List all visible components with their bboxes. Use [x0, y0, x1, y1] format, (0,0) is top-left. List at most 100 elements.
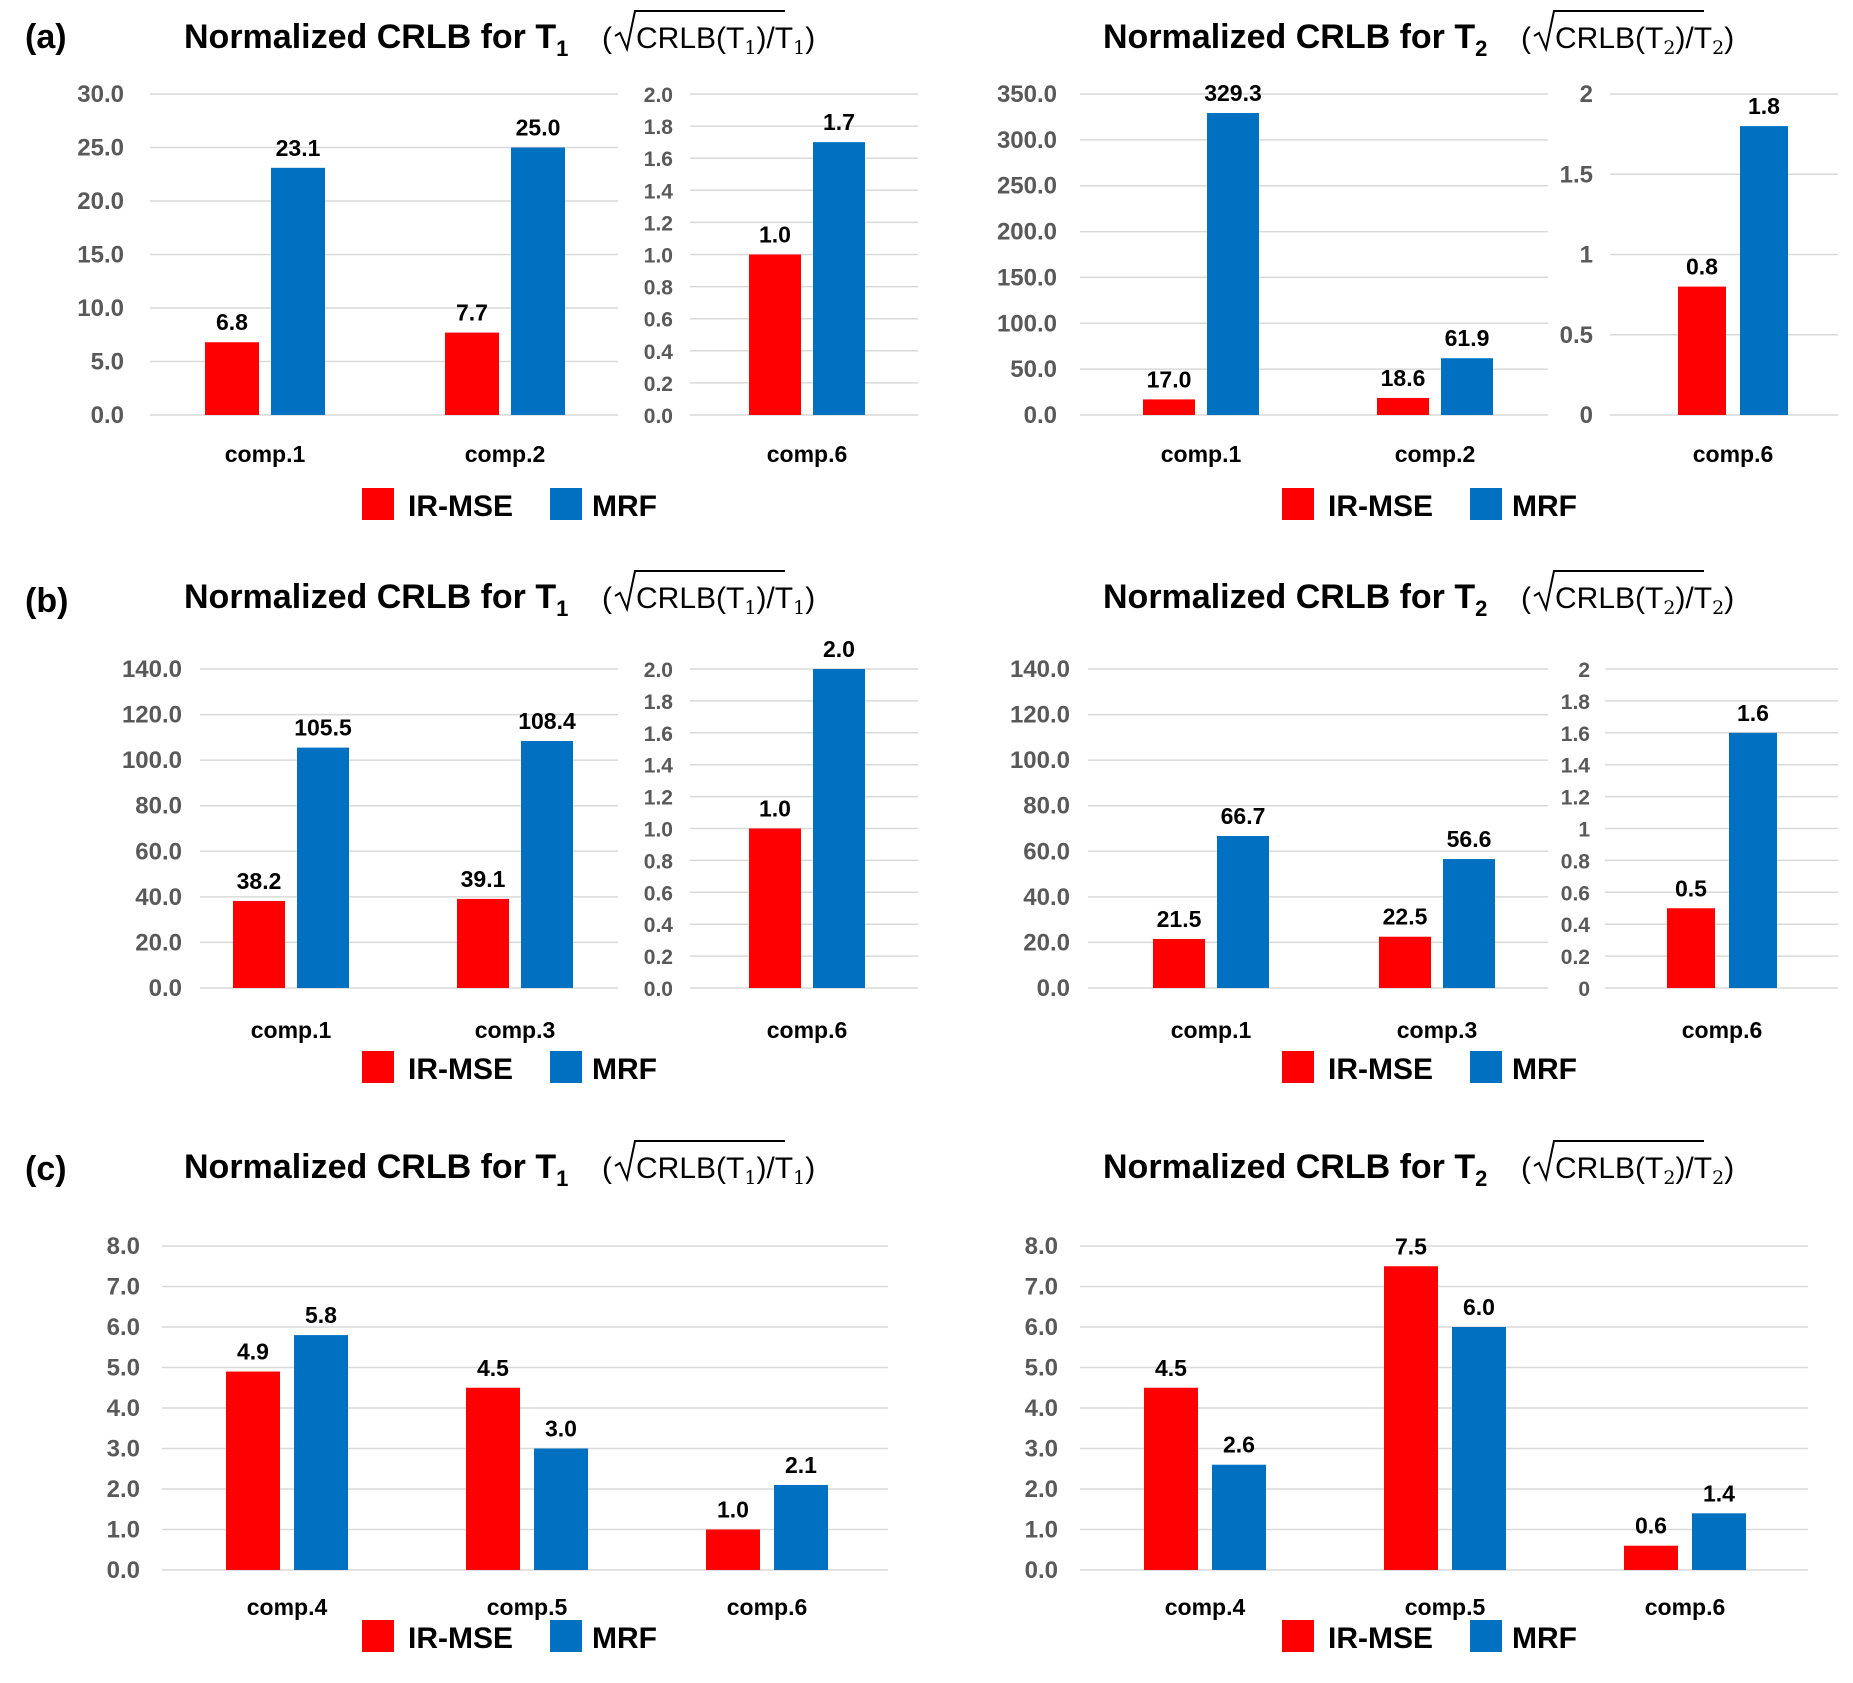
- data-label: 17.0: [1147, 366, 1192, 392]
- bar-mrf: [1729, 732, 1777, 988]
- formula-text: CRLB(T1)/T1): [636, 582, 815, 619]
- bar-ir-mse: [445, 332, 499, 415]
- legend-label-ir-mse: IR-MSE: [408, 490, 513, 523]
- panel-label: (c): [25, 1150, 67, 1188]
- formula-paren-open: (: [602, 22, 612, 55]
- y-tick-label: 7.0: [1025, 1274, 1058, 1301]
- legend: IR-MSE MRF: [362, 488, 657, 523]
- bar-ir-mse: [205, 342, 259, 415]
- radical-sign: [614, 10, 785, 53]
- bar-chart: 0.0 0.2 0.4 0.6 0.8 1.0 1.2 1.4 1.6 1.8 2.0 1.0 1.7 c…: [644, 84, 918, 467]
- panel-label: (b): [25, 582, 68, 620]
- y-tick-label: 0: [1580, 402, 1593, 429]
- data-label: 39.1: [461, 866, 506, 892]
- y-tick-label: 0.0: [1024, 402, 1057, 429]
- y-tick-label: 40.0: [1023, 884, 1070, 911]
- y-tick-label: 1.0: [644, 819, 673, 842]
- formula-text: CRLB(T2)/T2): [1555, 22, 1734, 59]
- y-tick-label: 80.0: [135, 793, 182, 820]
- category-label: comp.6: [767, 1017, 848, 1043]
- chart-title: Normalized CRLB for T2: [1103, 18, 1487, 61]
- formula-paren-open: (: [1521, 1152, 1531, 1185]
- y-tick-label: 8.0: [1025, 1233, 1058, 1260]
- y-tick-label: 5.0: [1025, 1355, 1058, 1382]
- y-tick-label: 0.4: [1561, 914, 1591, 937]
- y-tick-label: 20.0: [77, 188, 124, 215]
- legend-label-mrf: MRF: [592, 490, 657, 523]
- category-label: comp.1: [1171, 1017, 1252, 1043]
- radical-sign: [1533, 10, 1704, 53]
- y-tick-label: 6.0: [107, 1314, 140, 1341]
- title-subscript: 2: [1475, 1166, 1487, 1191]
- y-tick-label: 100.0: [122, 747, 182, 774]
- data-label: 2.1: [785, 1452, 817, 1478]
- data-label: 1.8: [1748, 93, 1780, 119]
- y-tick-label: 120.0: [1010, 702, 1070, 729]
- bar-chart: 0 0.2 0.4 0.6 0.8 1 1.2 1.4 1.6 1.8 2 0.5 1.6 comp.6: [1561, 659, 1838, 1043]
- bar-ir-mse: [1667, 908, 1715, 988]
- bar-ir-mse: [1377, 397, 1429, 415]
- formula-paren-open: (: [602, 1152, 612, 1185]
- panel-label: (a): [25, 18, 67, 56]
- y-tick-label: 300.0: [997, 127, 1057, 154]
- title-text: Normalized CRLB for T: [184, 18, 556, 56]
- y-tick-label: 0.0: [107, 1557, 140, 1584]
- category-label: comp.4: [1165, 1594, 1246, 1620]
- bar-chart: 0.0 50.0 100.0 150.0 200.0 250.0 300.0 350.0 17.…: [997, 80, 1548, 467]
- y-tick-label: 50.0: [1010, 356, 1057, 383]
- y-tick-label: 3.0: [1025, 1436, 1058, 1463]
- bar-chart: 0.0 0.2 0.4 0.6 0.8 1.0 1.2 1.4 1.6 1.8 2.0 1.0 2.0 c…: [644, 636, 918, 1043]
- formula-paren-open: (: [602, 582, 612, 615]
- title-text: Normalized CRLB for T: [1103, 18, 1475, 56]
- y-tick-label: 0.0: [149, 975, 182, 1002]
- y-tick-label: 20.0: [1023, 929, 1070, 956]
- y-tick-label: 4.0: [1025, 1395, 1058, 1422]
- y-tick-label: 60.0: [135, 838, 182, 865]
- y-tick-label: 1.4: [644, 755, 674, 778]
- data-label: 0.6: [1635, 1513, 1667, 1539]
- y-tick-label: 140.0: [122, 656, 182, 683]
- y-tick-label: 100.0: [1010, 747, 1070, 774]
- radical-sign: [614, 1140, 785, 1183]
- category-label: comp.3: [1397, 1017, 1478, 1043]
- data-label: 23.1: [276, 135, 321, 161]
- y-tick-label: 1.6: [644, 723, 673, 746]
- title-subscript: 1: [556, 596, 568, 621]
- legend-swatch-ir-mse: [1282, 1051, 1314, 1083]
- title-text: Normalized CRLB for T: [184, 578, 556, 616]
- bar-mrf: [1452, 1327, 1506, 1570]
- data-label: 5.8: [305, 1302, 337, 1328]
- bar-chart: 0 0.5 1 1.5 2 0.8 1.8 comp.6: [1560, 81, 1838, 467]
- legend-label-ir-mse: IR-MSE: [408, 1622, 513, 1655]
- title-text: Normalized CRLB for T: [1103, 578, 1475, 616]
- legend-label-ir-mse: IR-MSE: [1328, 490, 1433, 523]
- legend-label-ir-mse: IR-MSE: [408, 1053, 513, 1086]
- formula-text: CRLB(T2)/T2): [1555, 582, 1734, 619]
- y-tick-label: 5.0: [91, 349, 124, 376]
- legend-swatch-ir-mse: [362, 1620, 394, 1652]
- bar-mrf: [511, 147, 565, 415]
- y-tick-label: 0.4: [644, 341, 674, 364]
- data-label: 105.5: [294, 715, 352, 741]
- category-label: comp.5: [1405, 1594, 1486, 1620]
- legend-swatch-mrf: [550, 488, 582, 520]
- y-tick-label: 100.0: [997, 310, 1057, 337]
- legend: IR-MSE MRF: [362, 1051, 657, 1086]
- chart-title: Normalized CRLB for T1: [184, 18, 568, 61]
- y-tick-label: 0.0: [644, 405, 673, 428]
- bar-ir-mse: [1379, 936, 1431, 988]
- y-tick-label: 5.0: [107, 1355, 140, 1382]
- y-tick-label: 0.8: [644, 277, 674, 300]
- bar-ir-mse: [1144, 1387, 1198, 1570]
- bar-chart: 0.0 20.0 40.0 60.0 80.0 100.0 120.0 140.0 38.2 10…: [122, 656, 618, 1043]
- y-tick-label: 1.4: [1561, 755, 1591, 778]
- bar-mrf: [297, 747, 349, 988]
- bar-ir-mse: [706, 1529, 760, 1570]
- y-tick-label: 1.8: [644, 691, 674, 714]
- legend-label-ir-mse: IR-MSE: [1328, 1053, 1433, 1086]
- chart-title: Normalized CRLB for T2: [1103, 1148, 1487, 1191]
- chart-title: Normalized CRLB for T1: [184, 578, 568, 621]
- y-tick-label: 7.0: [107, 1274, 140, 1301]
- data-label: 4.5: [1155, 1355, 1187, 1381]
- title-subscript: 1: [556, 1166, 568, 1191]
